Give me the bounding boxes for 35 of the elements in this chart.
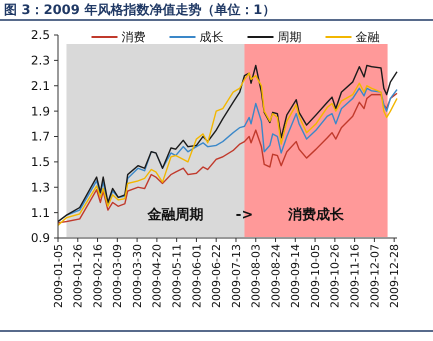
y-tick-label: 1.3 xyxy=(30,180,50,194)
chart-title: 图 3：2009 年风格指数净值走势（单位：1） xyxy=(4,2,276,18)
legend-label: 金融 xyxy=(356,30,380,44)
y-tick-label: 1.9 xyxy=(30,104,50,118)
y-tick-label: 1.5 xyxy=(30,155,50,170)
x-tick-label: 2009-08-24 xyxy=(269,244,282,308)
x-tick-label: 2009-04-20 xyxy=(150,244,164,308)
y-tick-label: 1.1 xyxy=(30,206,50,220)
x-tick-label: 2009-01-05 xyxy=(52,244,65,308)
x-tick-label: 2009-07-13 xyxy=(230,244,243,308)
legend-label: 周期 xyxy=(278,30,302,44)
y-tick-label: 1.7 xyxy=(30,130,50,144)
x-tick-label: 2009-10-26 xyxy=(328,244,342,308)
y-tick-label: 0.9 xyxy=(30,231,50,246)
x-tick-label: 2009-05-11 xyxy=(170,244,184,308)
x-tick-label: 2009-02-16 xyxy=(91,244,104,308)
x-tick-label: 2009-12-07 xyxy=(368,244,382,308)
x-tick-label: 2009-09-14 xyxy=(289,244,302,308)
x-tick-label: 2009-10-05 xyxy=(308,244,322,308)
band-label: 金融周期 xyxy=(146,206,204,223)
band-label: 消费成长 xyxy=(287,206,346,223)
x-tick-label: 2009-03-30 xyxy=(130,244,144,308)
annotation: -> xyxy=(236,206,254,223)
y-tick-label: 2.5 xyxy=(30,28,50,42)
x-tick-label: 2009-06-22 xyxy=(210,244,224,308)
legend-label: 成长 xyxy=(200,30,224,44)
x-tick-label: 2009-03-09 xyxy=(111,244,124,308)
y-tick-label: 2.1 xyxy=(30,78,50,93)
x-tick-label: 2009-06-01 xyxy=(190,244,204,308)
x-tick-label: 2009-01-26 xyxy=(72,244,85,308)
x-tick-label: 2009-12-28 xyxy=(388,244,402,308)
x-tick-label: 2009-08-03 xyxy=(250,244,263,308)
x-tick-label: 2009-11-16 xyxy=(348,244,362,308)
legend-label: 消费 xyxy=(122,30,146,44)
y-tick-label: 2.3 xyxy=(30,54,50,68)
